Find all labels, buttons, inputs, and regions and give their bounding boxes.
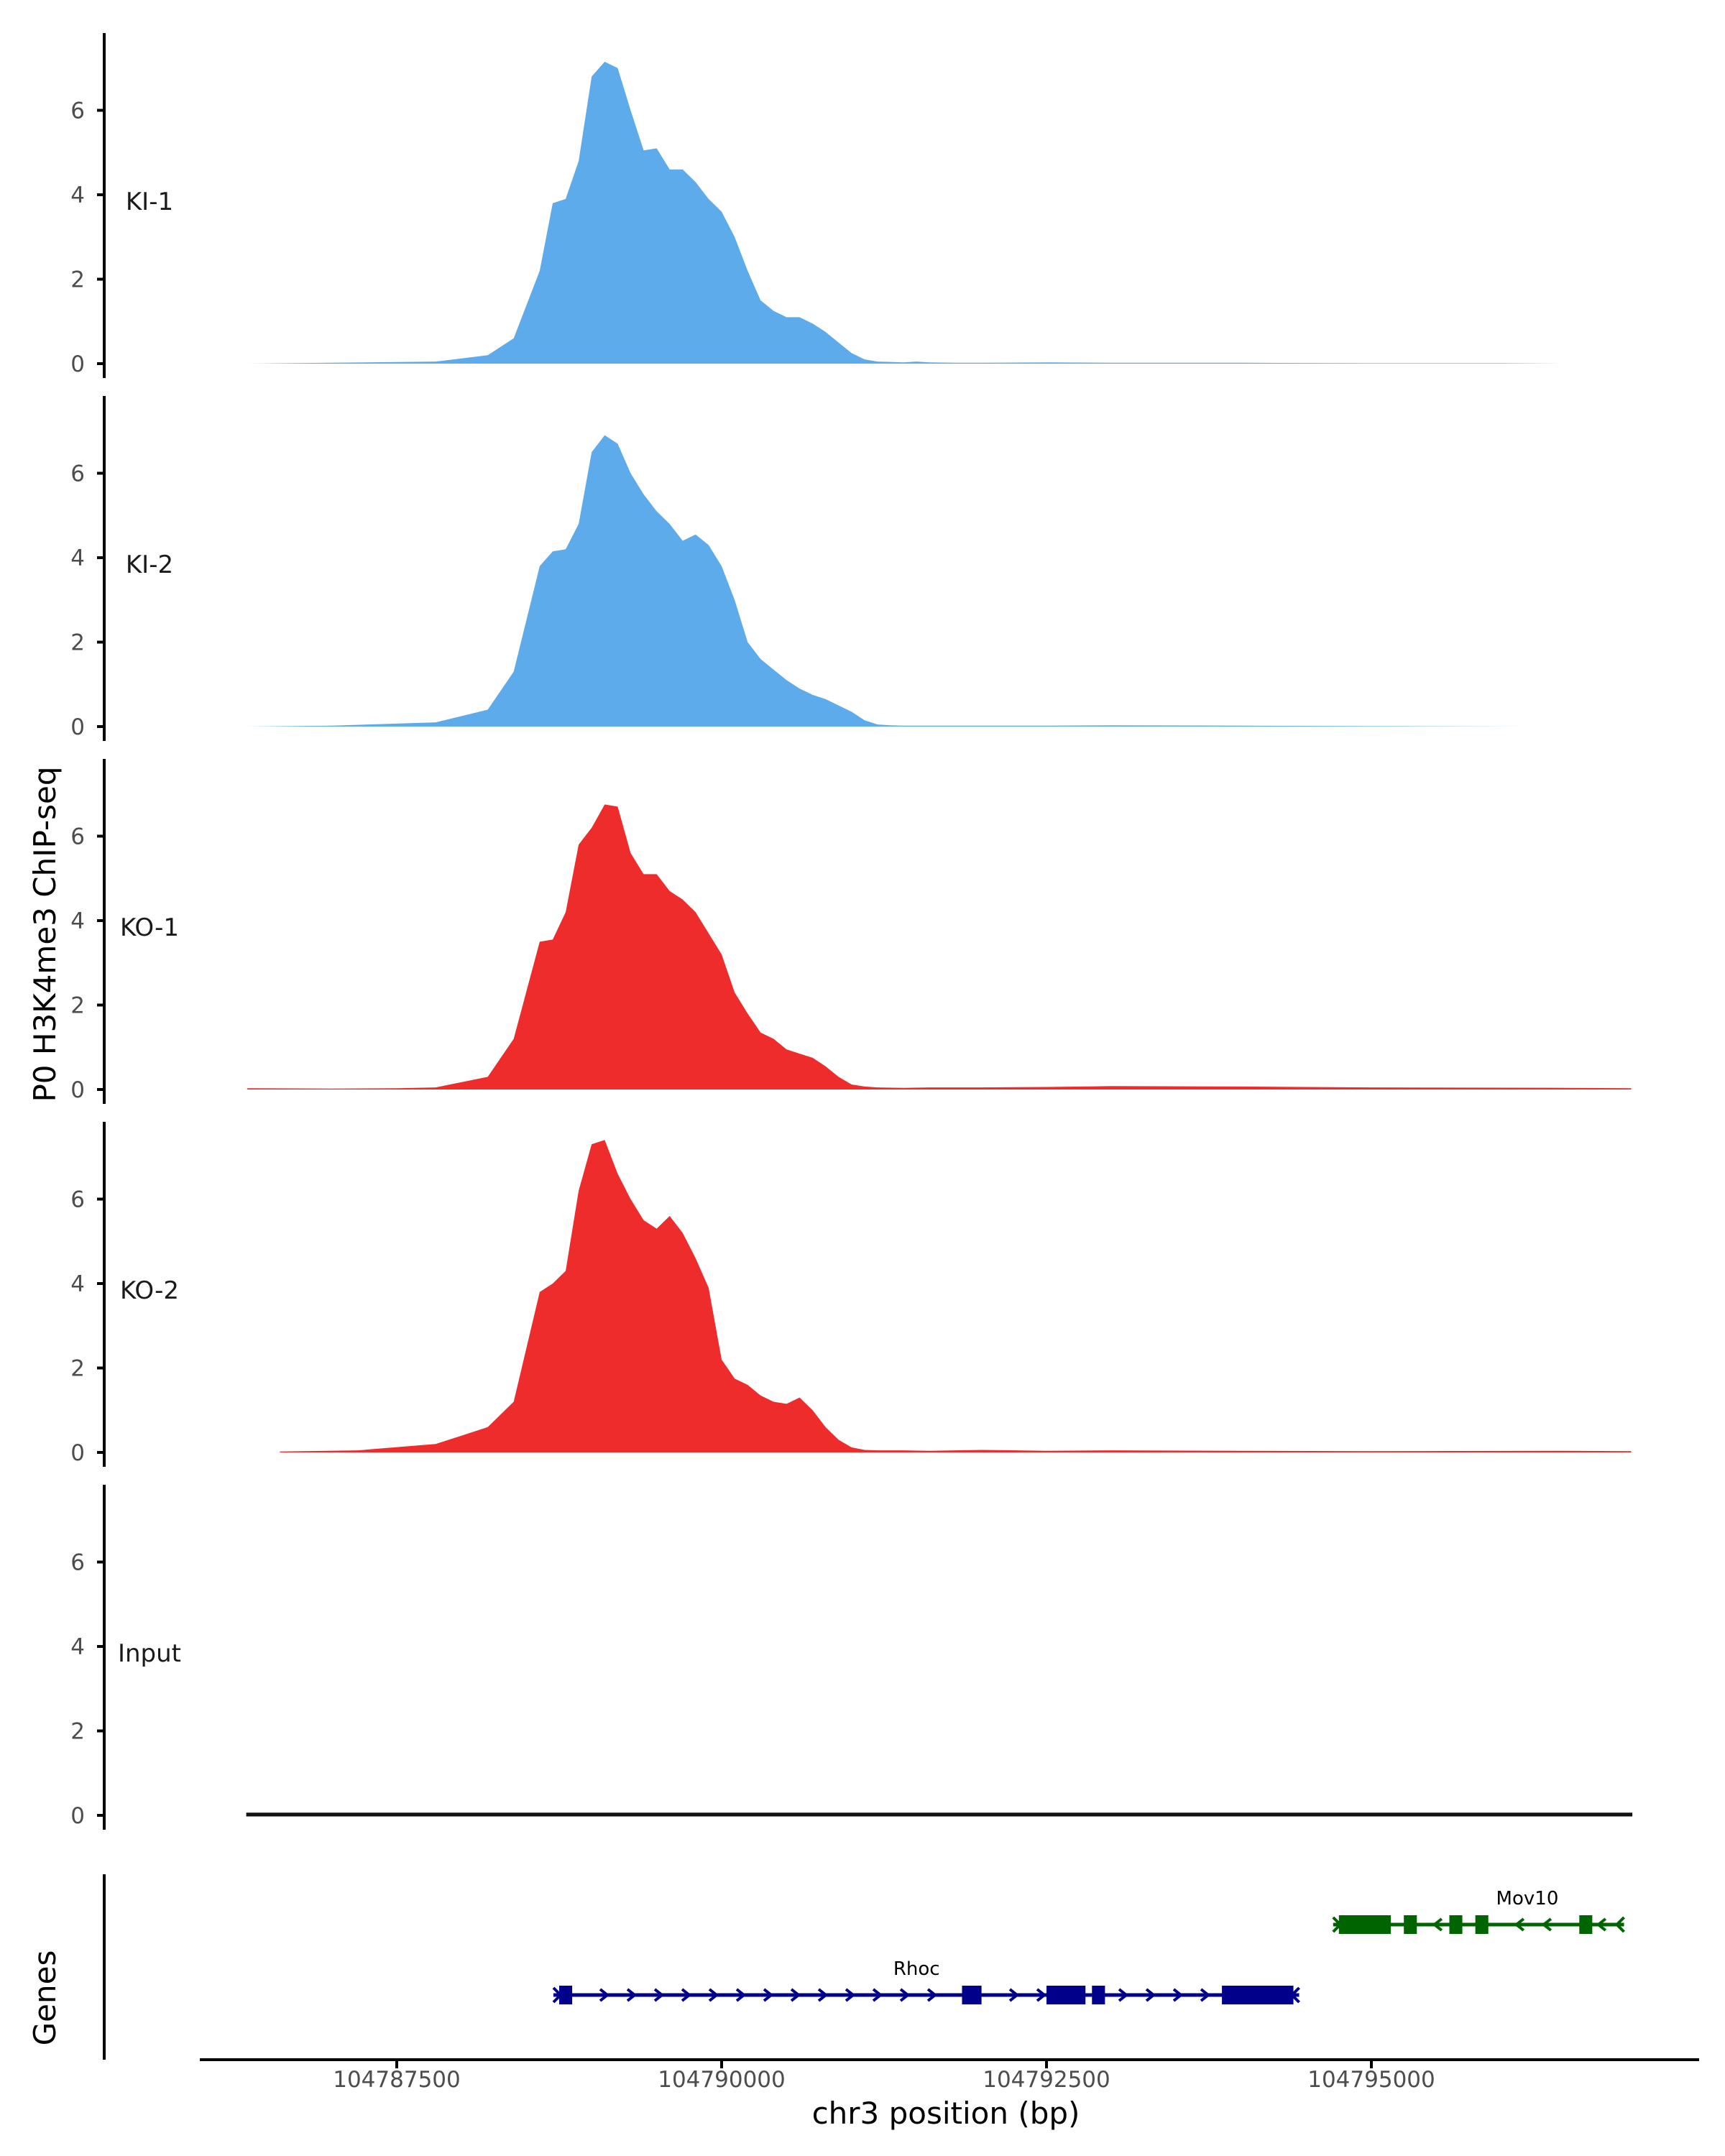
strand-arrow bbox=[899, 1988, 911, 2002]
genes-panel: Rhoc Mov10 bbox=[103, 1874, 1625, 2060]
y-tick-label: 4 bbox=[70, 908, 85, 934]
x-axis: 104787500 104790000 104792500 104795000 bbox=[200, 2058, 1699, 2093]
strand-arrow bbox=[763, 1988, 774, 2002]
y-tick-label: 2 bbox=[70, 993, 85, 1019]
y-tick-label: 2 bbox=[70, 267, 85, 293]
exon-block bbox=[1338, 1915, 1392, 1934]
strand-arrow bbox=[1118, 1988, 1129, 2002]
y-tick-label: 6 bbox=[70, 461, 85, 487]
strand-arrow bbox=[1172, 1988, 1184, 2002]
strand-arrow bbox=[626, 1988, 638, 2002]
exon-block bbox=[962, 1986, 982, 2004]
coverage-area-ko-1 bbox=[247, 804, 1632, 1089]
y-tick-label: 0 bbox=[70, 714, 85, 740]
exon-block bbox=[1449, 1915, 1463, 1934]
gene-label-rhoc: Rhoc bbox=[893, 1958, 940, 1980]
coverage-area-ki-1 bbox=[247, 61, 1560, 364]
y-tick-label: 2 bbox=[70, 1356, 85, 1382]
strand-arrow bbox=[1008, 1988, 1020, 2002]
tracks-layer: 0 2 4 6 KI-1 0 2 4 6 KI-2 0 2 4 6 KO-1 0 2 4 6 KO-2 0 2 4 6 Inpu… bbox=[70, 33, 1633, 1830]
exon-block bbox=[1475, 1915, 1489, 1934]
strand-arrow bbox=[790, 1988, 801, 2002]
gene-label-mov10: Mov10 bbox=[1496, 1888, 1559, 1909]
y-tick-label: 0 bbox=[70, 351, 85, 377]
y-tick-label: 6 bbox=[70, 1187, 85, 1213]
track-panel-ki-2: 0 2 4 6 KI-2 bbox=[70, 396, 1528, 741]
y-tick-label: 0 bbox=[70, 1803, 85, 1829]
strand-arrow bbox=[1596, 1917, 1607, 1932]
x-tick-label: 104787500 bbox=[333, 2067, 461, 2093]
exon-block bbox=[1046, 1986, 1086, 2004]
strand-arrow bbox=[1036, 1988, 1047, 2002]
y-tick-label: 4 bbox=[70, 545, 85, 571]
gene-end-cap bbox=[1289, 1986, 1300, 2004]
y-tick-label: 4 bbox=[70, 1271, 85, 1297]
track-panel-ko-1: 0 2 4 6 KO-1 bbox=[70, 759, 1632, 1104]
y-tick-label: 0 bbox=[70, 1077, 85, 1103]
gene-start-cap bbox=[552, 1986, 563, 2004]
track-panel-input: 0 2 4 6 Input bbox=[70, 1485, 1633, 1830]
strand-arrow bbox=[926, 1988, 938, 2002]
strand-arrow bbox=[1145, 1988, 1156, 2002]
y-tick-label: 4 bbox=[70, 1634, 85, 1660]
strand-arrow bbox=[872, 1988, 883, 2002]
exon-block bbox=[1222, 1986, 1294, 2004]
y-tick-label: 0 bbox=[70, 1440, 85, 1466]
gene-start-cap bbox=[1332, 1916, 1343, 1933]
strand-arrow bbox=[735, 1988, 747, 2002]
strand-arrow bbox=[599, 1988, 610, 2002]
exon-block bbox=[559, 1986, 573, 2004]
gene-end-cap bbox=[1614, 1916, 1625, 1933]
y-tick-label: 2 bbox=[70, 1719, 85, 1745]
y-axis-title: P0 H3K4me3 ChIP-seq bbox=[27, 766, 63, 1102]
x-tick-label: 104790000 bbox=[658, 2067, 786, 2093]
y-tick-label: 4 bbox=[70, 183, 85, 208]
strand-arrow bbox=[845, 1988, 856, 2002]
track-label-input: Input bbox=[118, 1639, 181, 1668]
strand-arrow bbox=[1432, 1917, 1443, 1932]
x-tick-label: 104795000 bbox=[1307, 2067, 1435, 2093]
strand-arrow bbox=[653, 1988, 665, 2002]
strand-arrow bbox=[817, 1988, 829, 2002]
exon-block bbox=[1092, 1986, 1105, 2004]
strand-arrow bbox=[681, 1988, 692, 2002]
strand-arrow bbox=[1200, 1988, 1211, 2002]
y-tick-label: 2 bbox=[70, 630, 85, 656]
track-label-ko-1: KO-1 bbox=[120, 913, 179, 942]
genes-axis-title: Genes bbox=[27, 1950, 63, 2046]
strand-arrow bbox=[1541, 1917, 1552, 1932]
x-axis-title: chr3 position (bp) bbox=[812, 2096, 1080, 2131]
track-panel-ko-2: 0 2 4 6 KO-2 bbox=[70, 1122, 1632, 1467]
strand-arrow bbox=[708, 1988, 719, 2002]
coverage-area-input bbox=[246, 1812, 1633, 1817]
track-label-ki-1: KI-1 bbox=[126, 188, 173, 216]
gene-rhoc: Rhoc bbox=[552, 1958, 1300, 2004]
coverage-area-ki-2 bbox=[247, 435, 1528, 727]
track-panel-ki-1: 0 2 4 6 KI-1 bbox=[70, 33, 1560, 378]
coverage-area-ko-2 bbox=[280, 1140, 1632, 1452]
strand-arrow bbox=[1514, 1917, 1525, 1932]
y-tick-label: 6 bbox=[70, 824, 85, 850]
track-label-ki-2: KI-2 bbox=[126, 550, 173, 579]
y-tick-label: 6 bbox=[70, 98, 85, 124]
gene-mov10: Mov10 bbox=[1332, 1888, 1625, 1934]
y-tick-label: 6 bbox=[70, 1550, 85, 1576]
exon-block bbox=[1404, 1915, 1417, 1934]
x-tick-label: 104792500 bbox=[983, 2067, 1110, 2093]
track-label-ko-2: KO-2 bbox=[120, 1276, 179, 1305]
exon-block bbox=[1579, 1915, 1593, 1934]
